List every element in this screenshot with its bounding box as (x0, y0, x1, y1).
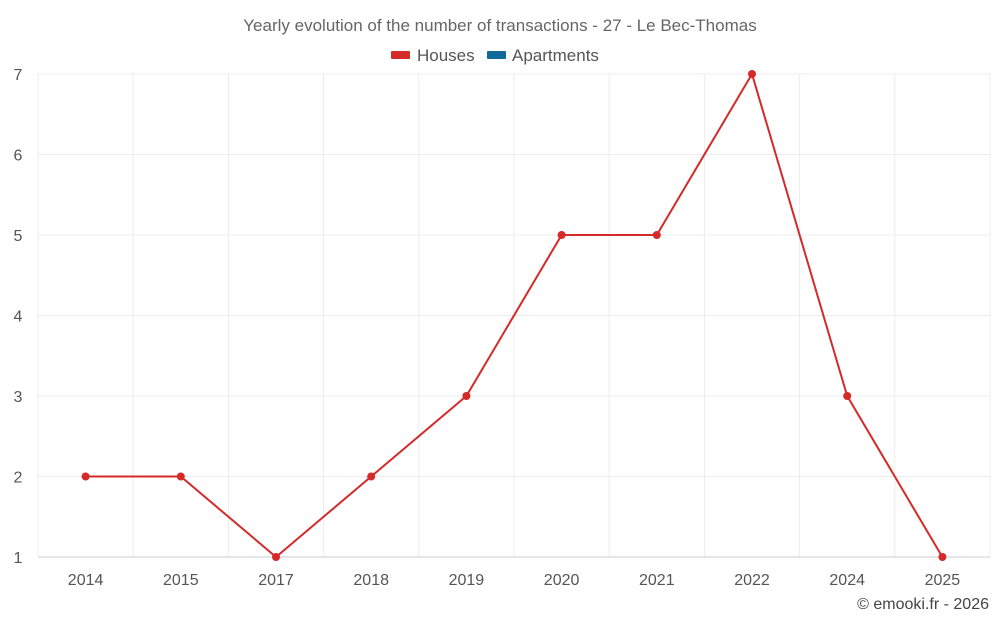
x-tick-label-1: 2015 (163, 572, 199, 589)
chart-title: Yearly evolution of the number of transa… (243, 16, 756, 35)
x-tick-label-2: 2017 (258, 572, 294, 589)
houses-point-2024[interactable] (843, 392, 852, 400)
houses-point-2014[interactable] (81, 472, 90, 481)
houses-point-2022[interactable] (748, 70, 756, 78)
houses-point-2020[interactable] (557, 231, 566, 239)
x-tick-label-8: 2024 (829, 572, 865, 589)
x-tick-label-9: 2025 (925, 572, 961, 589)
x-axis-ticks: 2014 2015 2017 2018 2019 2020 2021 2022 2024 2025 (68, 572, 960, 589)
y-tick-label-2: 3 (14, 389, 23, 406)
legend-swatch-apartments (487, 51, 506, 59)
x-tick-label-7: 2022 (734, 572, 770, 589)
series-houses (81, 70, 947, 561)
y-tick-label-3: 4 (14, 309, 23, 326)
houses-point-2017[interactable] (272, 553, 280, 561)
houses-point-2021[interactable] (652, 231, 661, 239)
y-tick-label-6: 7 (14, 67, 23, 84)
y-tick-label-0: 1 (14, 550, 23, 567)
legend: Houses Apartments (391, 46, 599, 65)
y-axis-ticks: 1 2 3 4 5 6 7 (14, 67, 23, 567)
x-tick-label-0: 2014 (68, 572, 104, 589)
x-tick-label-6: 2021 (639, 572, 675, 589)
houses-point-2019[interactable] (462, 392, 471, 400)
houses-point-2018[interactable] (367, 472, 376, 481)
legend-label-apartments[interactable]: Apartments (512, 46, 599, 65)
y-tick-label-4: 5 (14, 228, 23, 245)
y-tick-label-5: 6 (14, 148, 23, 165)
legend-label-houses[interactable]: Houses (417, 46, 475, 65)
x-tick-label-3: 2018 (353, 572, 389, 589)
houses-point-2015[interactable] (176, 472, 185, 481)
y-tick-label-1: 2 (14, 470, 23, 487)
credit-text: © emooki.fr - 2026 (857, 596, 989, 613)
x-tick-label-5: 2020 (544, 572, 580, 589)
legend-swatch-houses (391, 51, 410, 59)
houses-point-2025[interactable] (938, 553, 947, 561)
houses-line (85, 73, 944, 558)
x-tick-label-4: 2019 (449, 572, 485, 589)
